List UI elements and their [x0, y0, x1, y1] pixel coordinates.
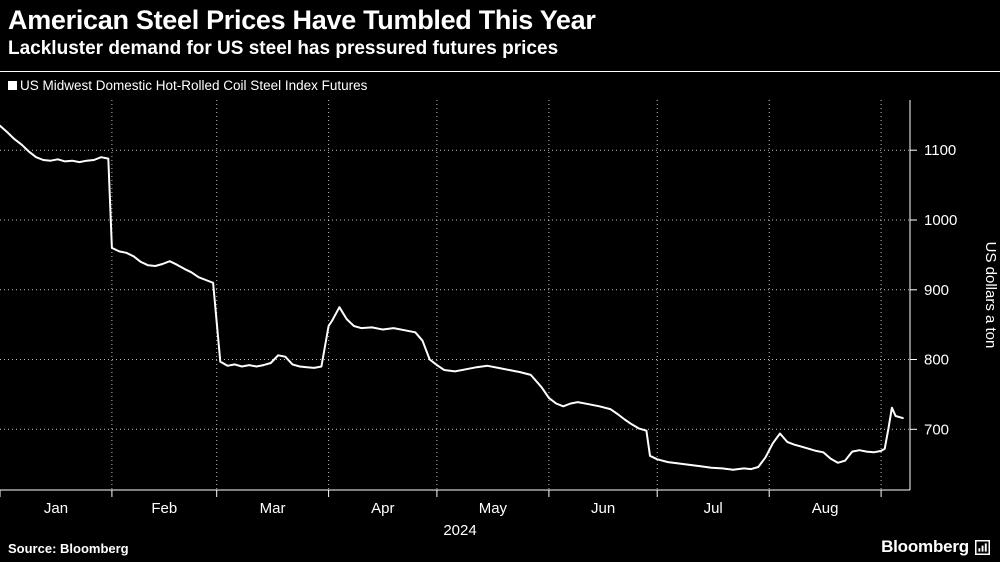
y-tick-labels: 700 800 900 1000 1100 — [924, 142, 957, 438]
svg-text:May: May — [479, 500, 508, 517]
chart-title: American Steel Prices Have Tumbled This … — [8, 5, 596, 35]
svg-text:1000: 1000 — [924, 212, 957, 229]
source-attribution: Source: Bloomberg — [8, 541, 129, 556]
svg-text:Jan: Jan — [44, 500, 68, 517]
bloomberg-wordmark: Bloomberg — [881, 537, 969, 556]
svg-text:Apr: Apr — [371, 500, 394, 517]
svg-text:Mar: Mar — [260, 500, 286, 517]
legend: US Midwest Domestic Hot-Rolled Coil Stee… — [0, 71, 1000, 93]
legend-label: US Midwest Domestic Hot-Rolled Coil Stee… — [20, 78, 368, 93]
svg-text:Jul: Jul — [704, 500, 723, 517]
price-chart-svg: 700 800 900 1000 1100 US dollars a ton Jan Feb M… — [0, 100, 999, 539]
chart-subtitle: Lackluster demand for US steel has press… — [8, 38, 559, 60]
y-axis-title: US dollars a ton — [982, 242, 999, 349]
svg-text:Jun: Jun — [591, 500, 615, 517]
svg-text:700: 700 — [924, 421, 949, 438]
x-axis-year-label: 2024 — [443, 522, 476, 539]
chart-header: American Steel Prices Have Tumbled This … — [8, 4, 992, 60]
chart-area: 700 800 900 1000 1100 US dollars a ton Jan Feb M… — [0, 95, 1000, 540]
svg-text:800: 800 — [924, 352, 949, 369]
svg-text:900: 900 — [924, 282, 949, 299]
svg-text:Feb: Feb — [151, 500, 177, 517]
legend-swatch-icon — [8, 81, 17, 90]
bloomberg-terminal-icon — [975, 539, 990, 555]
svg-text:1100: 1100 — [924, 142, 956, 159]
svg-text:Aug: Aug — [812, 500, 839, 517]
gridlines — [0, 100, 910, 490]
x-tick-labels: Jan Feb Mar Apr May Jun Jul Aug — [44, 500, 839, 517]
axes — [0, 100, 917, 497]
series-line — [0, 124, 904, 471]
bloomberg-logo: Bloomberg — [881, 537, 990, 557]
